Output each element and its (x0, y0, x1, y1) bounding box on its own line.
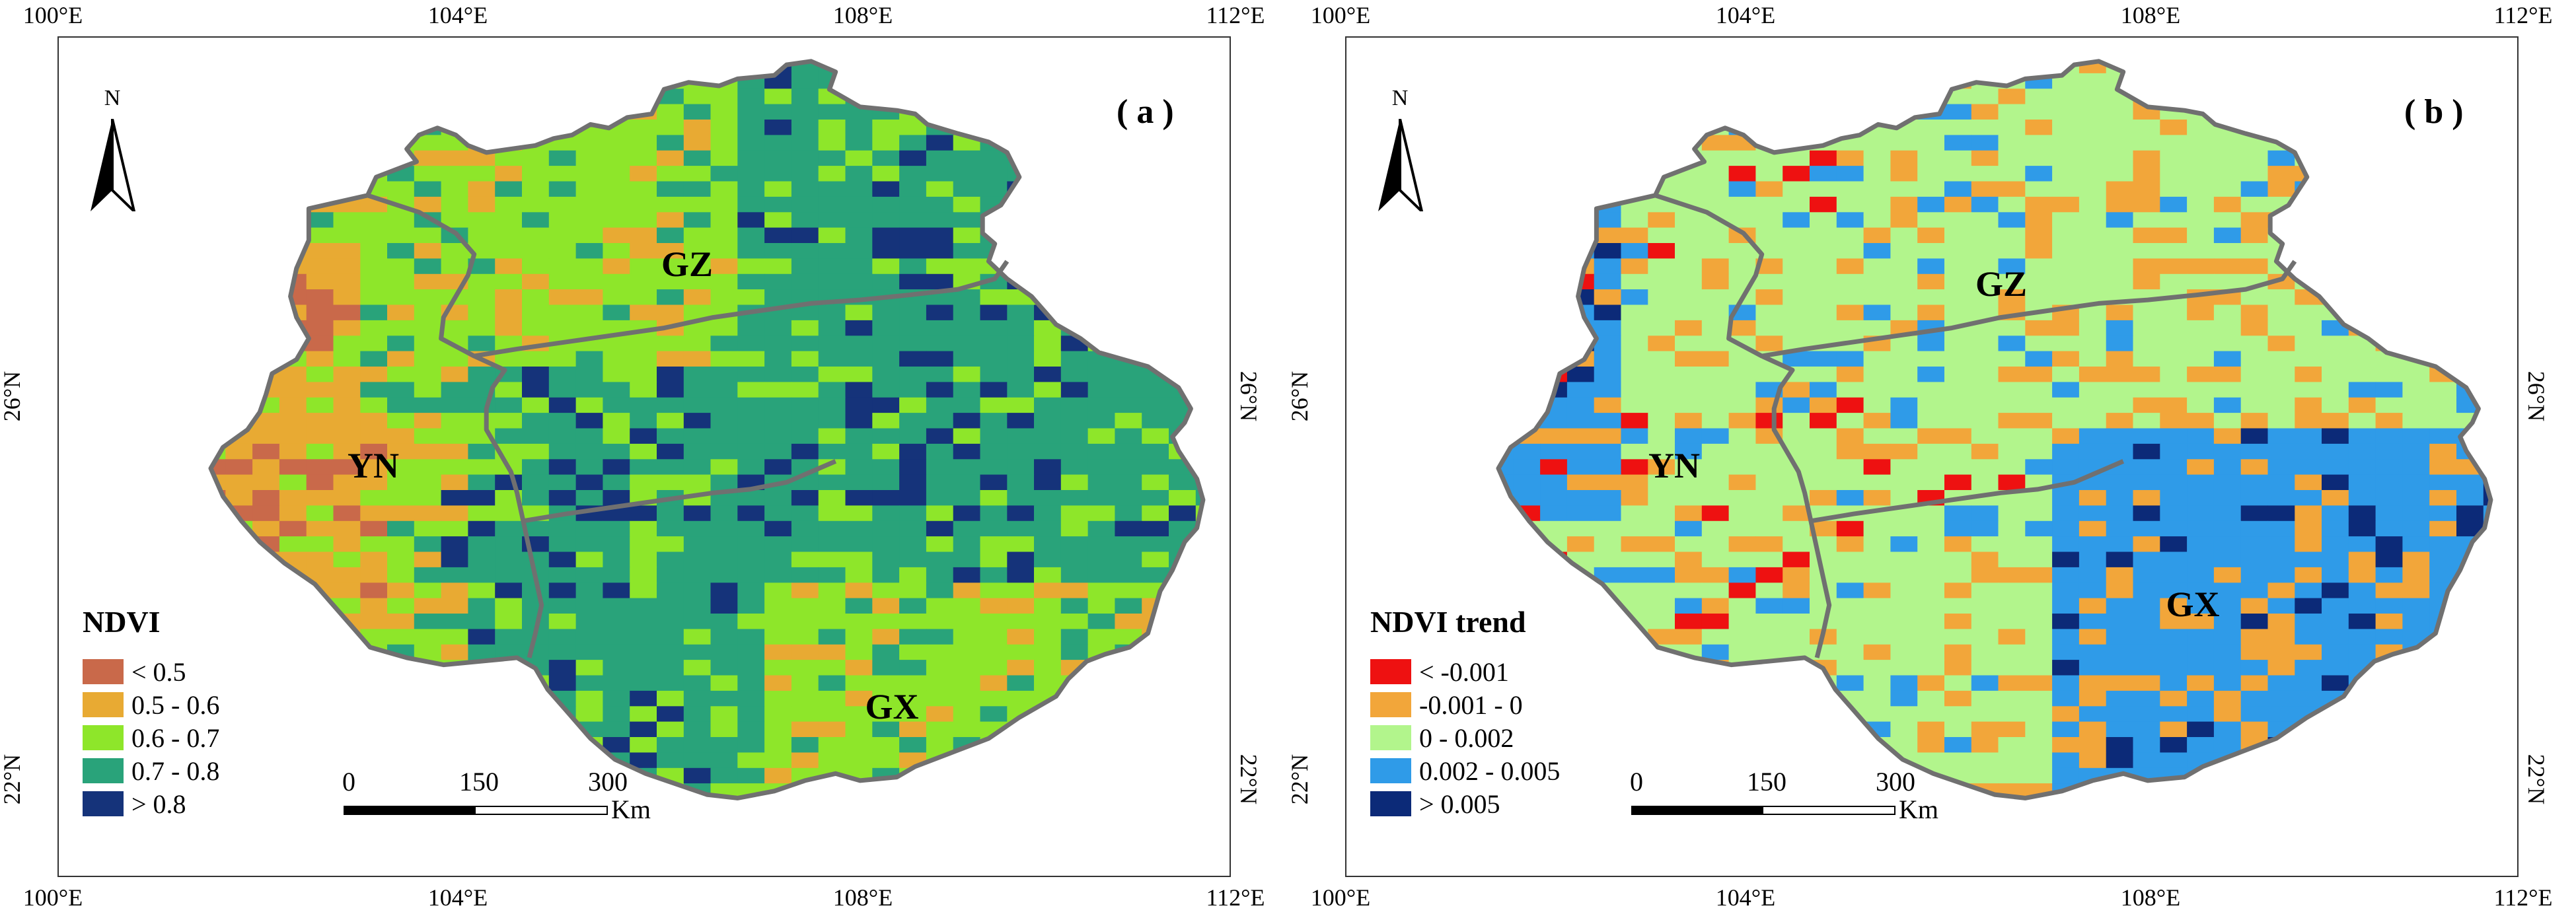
legend-item: 0.6 - 0.7 (83, 721, 219, 754)
region-label-gz: GZ (661, 244, 714, 284)
legend-label: 0 - 0.002 (1419, 723, 1514, 753)
left-tick-22n: 22°N (0, 754, 25, 805)
legend-label: < -0.001 (1419, 656, 1509, 687)
scale-tick-300: 300 (1876, 767, 1915, 796)
legend-swatch (83, 791, 124, 816)
panel-label: ( a ) (1117, 93, 1174, 131)
legend-swatch (83, 725, 124, 750)
legend-swatch (1370, 659, 1411, 684)
legend-swatch (1370, 758, 1411, 783)
top-tick-112e: 112°E (1206, 2, 1265, 28)
bottom-tick-104e: 104°E (427, 884, 488, 911)
top-tick-100e: 100°E (22, 2, 83, 28)
left-tick-26n: 26°N (1286, 371, 1313, 422)
top-tick-100e: 100°E (1310, 2, 1371, 28)
scale-bar: 0 150 300 Km (1630, 766, 1938, 832)
legend-item: 0.002 - 0.005 (1370, 754, 1560, 787)
legend: NDVI < 0.5 0.5 - 0.6 0.6 - 0.7 0.7 - 0.8… (83, 604, 219, 820)
bottom-tick-112e: 112°E (1206, 884, 1265, 911)
north-arrow-icon (91, 119, 135, 211)
legend-label: < 0.5 (131, 656, 186, 687)
map-area (1496, 59, 2493, 800)
north-label: N (1391, 86, 1409, 110)
legend-label: > 0.8 (131, 789, 186, 819)
scale-tick-300: 300 (588, 767, 628, 796)
scale-segment-filled (344, 806, 476, 815)
legend-item: > 0.8 (83, 787, 219, 820)
legend-swatch (83, 692, 124, 717)
right-tick-26n: 26°N (1235, 371, 1262, 422)
legend-swatch (83, 758, 124, 783)
legend-label: 0.002 - 0.005 (1419, 756, 1561, 786)
bottom-tick-104e: 104°E (1715, 884, 1776, 911)
scale-unit: Km (611, 795, 651, 824)
top-tick-104e: 104°E (427, 2, 488, 28)
map-frame (57, 36, 1231, 877)
scale-segment-empty (1762, 806, 1895, 815)
left-tick-22n: 22°N (1286, 754, 1313, 805)
legend-swatch (1370, 692, 1411, 717)
scale-segment-filled (1631, 806, 1763, 815)
north-arrow: N (89, 86, 135, 211)
north-arrow-icon (1378, 119, 1423, 211)
region-label-gx: GX (2166, 584, 2220, 624)
legend-item: 0 - 0.002 (1370, 721, 1560, 754)
map-frame (1345, 36, 2519, 877)
region-label-yn: YN (1648, 446, 1700, 485)
scale-unit: Km (1899, 795, 1938, 824)
legend-item: > 0.005 (1370, 787, 1560, 820)
bottom-tick-108e: 108°E (2120, 884, 2181, 911)
right-tick-22n: 22°N (1235, 754, 1262, 805)
top-tick-112e: 112°E (2493, 2, 2553, 28)
legend-label: 0.7 - 0.8 (131, 756, 220, 786)
top-tick-108e: 108°E (2120, 2, 2181, 28)
legend-title: NDVI (83, 605, 161, 639)
bottom-tick-108e: 108°E (832, 884, 893, 911)
legend-title: NDVI trend (1370, 605, 1526, 639)
north-arrow: N (1377, 86, 1423, 211)
scale-tick-0: 0 (1630, 767, 1643, 796)
legend-label: > 0.005 (1419, 789, 1500, 819)
legend-label: 0.5 - 0.6 (131, 690, 220, 720)
legend: NDVI trend < -0.001 -0.001 - 0 0 - 0.002… (1370, 604, 1560, 820)
bottom-tick-100e: 100°E (1310, 884, 1371, 911)
left-tick-26n: 26°N (0, 371, 25, 422)
scale-segment-empty (474, 806, 608, 815)
map-panel-ndvi: 100°E 104°E 108°E 112°E 100°E 104°E 108°… (0, 2, 1265, 911)
legend-item: -0.001 - 0 (1370, 688, 1560, 721)
legend-label: 0.6 - 0.7 (131, 723, 220, 753)
scale-tick-150: 150 (459, 767, 499, 796)
scale-tick-150: 150 (1747, 767, 1786, 796)
top-tick-104e: 104°E (1715, 2, 1776, 28)
legend-label: -0.001 - 0 (1419, 690, 1523, 720)
scale-bar: 0 150 300 Km (342, 766, 651, 832)
north-label: N (104, 86, 121, 110)
legend-item: 0.7 - 0.8 (83, 754, 219, 787)
region-label-gx: GX (865, 687, 919, 726)
scale-tick-0: 0 (342, 767, 355, 796)
map-area (208, 59, 1206, 800)
legend-swatch (83, 659, 124, 684)
bottom-tick-112e: 112°E (2493, 884, 2553, 911)
legend-item: < 0.5 (83, 655, 219, 688)
map-panel-ndvi-trend: 100°E 104°E 108°E 112°E 100°E 104°E 108°… (1286, 0, 2576, 920)
legend-item: < -0.001 (1370, 655, 1560, 688)
legend-swatch (1370, 791, 1411, 816)
legend-swatch (1370, 725, 1411, 750)
region-label-gz: GZ (1975, 264, 2028, 304)
legend-item: 0.5 - 0.6 (83, 688, 219, 721)
top-tick-108e: 108°E (832, 2, 893, 28)
bottom-tick-100e: 100°E (22, 884, 83, 911)
right-tick-22n: 22°N (2523, 754, 2550, 805)
right-tick-26n: 26°N (2523, 371, 2550, 422)
region-label-yn: YN (348, 446, 399, 485)
panel-label: ( b ) (2404, 93, 2464, 131)
